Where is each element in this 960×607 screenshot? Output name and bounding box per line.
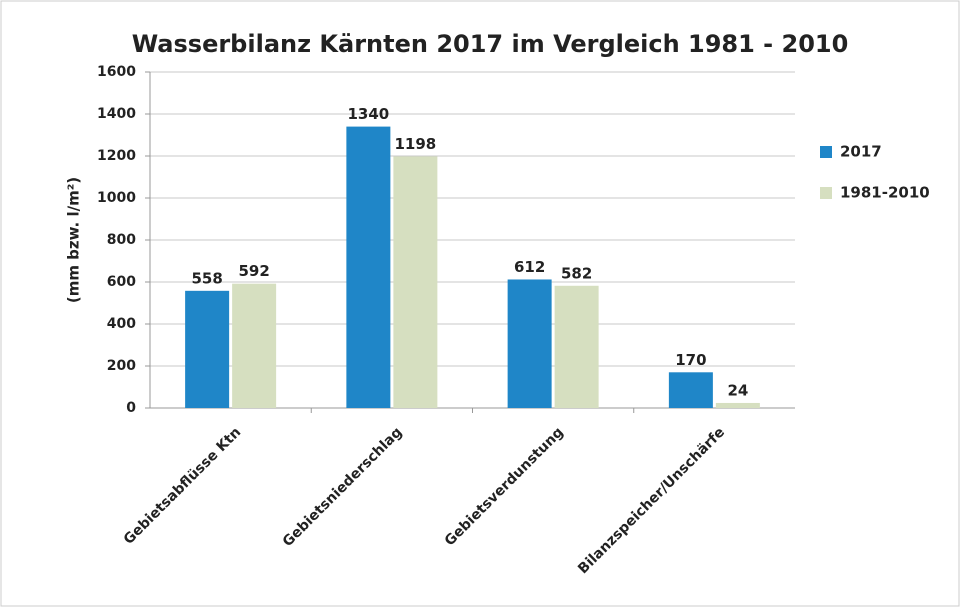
value-label: 24 [727,381,748,399]
y-tick-label: 800 [107,232,136,248]
bar [507,279,552,408]
bar [715,402,760,408]
y-tick-label: 1400 [97,106,136,122]
legend-swatch [820,187,832,199]
bar [554,285,599,408]
legend-label: 2017 [840,143,882,161]
y-tick-label: 1200 [97,148,136,164]
bar [668,372,713,408]
value-label: 582 [561,264,592,282]
bar [393,156,438,408]
legend-label: 1981-2010 [840,184,930,202]
y-tick-label: 1000 [97,190,136,206]
bar [185,290,230,408]
value-label: 558 [191,269,222,287]
value-label: 1198 [395,135,437,153]
y-tick-label: 0 [126,400,136,416]
y-tick-label: 200 [107,358,136,374]
value-label: 612 [514,258,545,276]
bar [232,283,277,408]
y-tick-label: 1600 [97,64,136,80]
y-axis-label: (mm bzw. l/m²) [65,177,83,303]
value-label: 592 [238,262,269,280]
bar [346,126,391,408]
chart-title: Wasserbilanz Kärnten 2017 im Vergleich 1… [132,30,849,58]
y-tick-label: 400 [107,316,136,332]
legend-swatch [820,146,832,158]
value-label: 170 [675,351,706,369]
y-tick-label: 600 [107,274,136,290]
value-label: 1340 [348,105,390,123]
